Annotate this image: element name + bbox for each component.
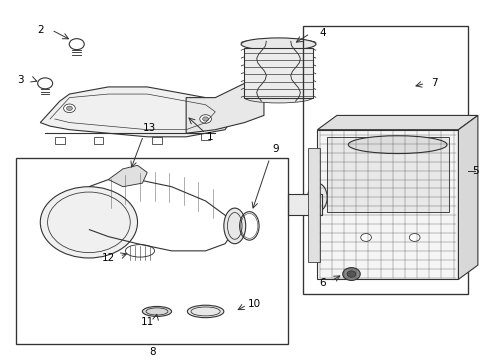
Circle shape — [40, 187, 137, 258]
Circle shape — [200, 115, 211, 123]
Text: 11: 11 — [141, 317, 154, 327]
Circle shape — [346, 271, 355, 277]
Text: 3: 3 — [18, 75, 24, 85]
Ellipse shape — [307, 183, 326, 212]
Ellipse shape — [241, 38, 315, 50]
Bar — [55, 137, 64, 144]
Text: 5: 5 — [471, 166, 478, 176]
Bar — [201, 133, 210, 140]
Text: 2: 2 — [37, 25, 43, 35]
Text: 12: 12 — [102, 253, 115, 263]
Circle shape — [202, 117, 208, 121]
Bar — [16, 158, 287, 343]
Polygon shape — [186, 80, 264, 133]
Text: 1: 1 — [207, 132, 213, 142]
Circle shape — [342, 267, 360, 280]
Text: 13: 13 — [143, 123, 156, 133]
Circle shape — [66, 106, 72, 111]
Ellipse shape — [142, 306, 171, 316]
Bar — [94, 137, 103, 144]
Bar — [317, 130, 458, 279]
Text: 10: 10 — [247, 299, 260, 309]
Ellipse shape — [224, 208, 245, 244]
Circle shape — [63, 104, 75, 113]
Polygon shape — [40, 87, 234, 137]
Bar — [244, 48, 312, 98]
Bar — [152, 137, 162, 144]
Bar — [326, 137, 448, 212]
Text: 6: 6 — [318, 278, 325, 288]
Polygon shape — [108, 165, 147, 187]
Circle shape — [408, 234, 419, 241]
Polygon shape — [458, 116, 477, 279]
Text: 8: 8 — [148, 347, 155, 357]
Text: 7: 7 — [430, 78, 437, 88]
Ellipse shape — [244, 92, 312, 103]
Ellipse shape — [187, 305, 224, 318]
Circle shape — [360, 234, 371, 241]
Bar — [287, 194, 322, 215]
Polygon shape — [317, 116, 477, 130]
Bar — [302, 26, 467, 294]
Ellipse shape — [347, 136, 446, 154]
Text: 4: 4 — [318, 28, 325, 39]
Text: 9: 9 — [272, 144, 279, 154]
Bar — [307, 148, 319, 262]
